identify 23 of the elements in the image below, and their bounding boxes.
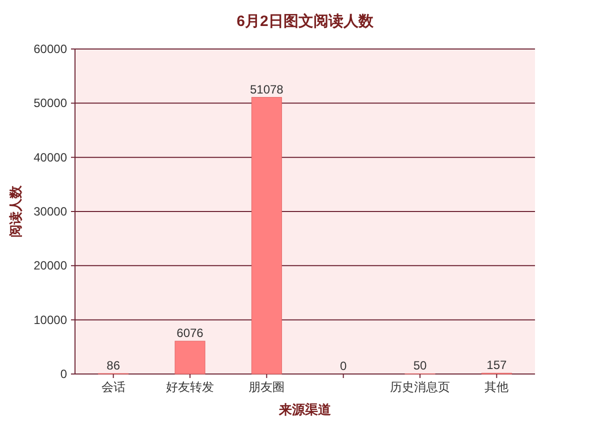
bar — [174, 340, 206, 374]
data-label: 0 — [340, 359, 347, 373]
y-tick-label: 30000 — [34, 204, 68, 218]
data-label: 157 — [486, 358, 507, 372]
data-label: 86 — [106, 358, 120, 373]
y-tick-label: 10000 — [34, 312, 68, 327]
data-label: 6076 — [176, 326, 204, 340]
x-tick-label: 会话 — [101, 380, 126, 394]
y-tick-label: 20000 — [34, 258, 68, 273]
x-tick-label: 历史消息页 — [390, 380, 450, 394]
x-tick-label: 朋友圈 — [248, 380, 285, 394]
x-tick-label: 好友转发 — [166, 380, 214, 394]
data-label: 51078 — [250, 82, 284, 96]
bar — [251, 97, 282, 374]
y-axis-title: 阅读人数 — [8, 184, 23, 238]
x-axis-title: 来源渠道 — [278, 402, 332, 417]
y-tick-label: 0 — [60, 367, 68, 381]
chart-title: 6月2日图文阅读人数 — [236, 13, 374, 30]
y-tick-label: 50000 — [34, 96, 68, 110]
x-tick-label: 其他 — [484, 380, 509, 394]
y-tick-label: 60000 — [34, 42, 68, 56]
y-tick-label: 40000 — [34, 150, 68, 164]
data-label: 50 — [413, 358, 427, 373]
